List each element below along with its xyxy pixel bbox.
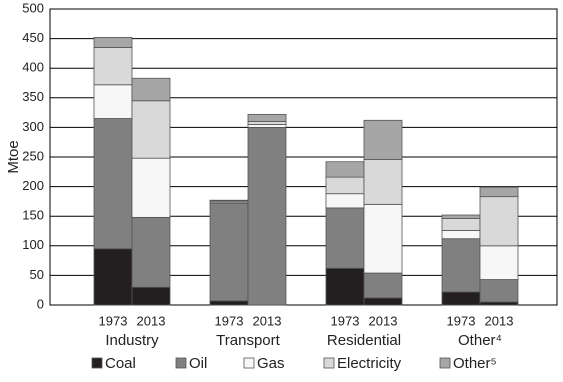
bar-segment: [131, 216, 171, 288]
group-label: Residential: [327, 332, 401, 349]
y-tick-label: 150: [22, 208, 44, 223]
y-axis-label: Mtoe: [5, 140, 22, 173]
bar-segment: [247, 121, 287, 125]
bar-segment: [479, 196, 519, 247]
group-label: Industry: [105, 332, 159, 349]
y-tick-label: 200: [22, 178, 44, 193]
bar-segment: [325, 193, 365, 209]
bar-segment: [441, 291, 481, 306]
x-tick-label: 2013: [253, 313, 282, 328]
legend-label: Oil: [189, 355, 207, 372]
bar-segment: [93, 37, 133, 48]
y-tick-label: 0: [37, 296, 44, 311]
bar-segment: [479, 301, 519, 306]
y-tick-label: 350: [22, 89, 44, 104]
y-tick-label: 250: [22, 148, 44, 163]
bar-segment: [479, 279, 519, 303]
bar-segment: [209, 300, 249, 306]
legend-label: Coal: [105, 355, 136, 372]
bar-segment: [247, 124, 287, 128]
bar-segment: [131, 157, 171, 218]
bar-segment: [93, 248, 133, 306]
bar-segment: [131, 286, 171, 306]
x-tick-label: 2013: [369, 313, 398, 328]
legend-label: Electricity: [337, 355, 402, 372]
bar-segment: [441, 214, 481, 219]
legend-swatch: [175, 357, 187, 369]
bar-segment: [363, 158, 403, 205]
bar-segment: [363, 297, 403, 306]
legend-swatch: [243, 357, 255, 369]
legend-label: Other⁵: [453, 355, 497, 372]
bar-segment: [441, 218, 481, 231]
bar-segment: [209, 202, 249, 302]
plot-frame: [49, 8, 558, 306]
bar-segment: [441, 230, 481, 240]
legend-swatch: [323, 357, 335, 369]
bar-segment: [131, 100, 171, 159]
legend-label: Gas: [257, 355, 285, 372]
x-tick-label: 1973: [99, 313, 128, 328]
bar-segment: [363, 119, 403, 160]
x-tick-label: 2013: [137, 313, 166, 328]
group-label: Transport: [216, 332, 280, 349]
bar-segment: [441, 238, 481, 293]
bar-segment: [209, 199, 249, 202]
bar-segment: [93, 47, 133, 86]
y-tick-label: 450: [22, 30, 44, 45]
bar-segment: [325, 267, 365, 306]
bar-segment: [479, 245, 519, 280]
y-tick-label: 300: [22, 119, 44, 134]
bar-segment: [93, 84, 133, 119]
bar-segment: [363, 203, 403, 274]
bar-segment: [325, 176, 365, 195]
x-tick-label: 1973: [215, 313, 244, 328]
y-tick-label: 100: [22, 237, 44, 252]
legend-swatch: [91, 357, 103, 369]
bar-segment: [247, 127, 287, 306]
bar-segment: [131, 77, 171, 102]
y-tick-label: 500: [22, 0, 44, 15]
bar-segment: [325, 207, 365, 269]
bar-segment: [479, 186, 519, 198]
group-label: Other⁴: [458, 332, 502, 349]
x-tick-label: 1973: [447, 313, 476, 328]
x-tick-label: 2013: [485, 313, 514, 328]
bar-segment: [93, 118, 133, 250]
y-tick-label: 400: [22, 60, 44, 75]
bar-segment: [325, 161, 365, 178]
bar-segment: [363, 272, 403, 299]
legend-swatch: [439, 357, 451, 369]
y-tick-label: 50: [30, 267, 44, 282]
x-tick-label: 1973: [331, 313, 360, 328]
bar-segment: [247, 113, 287, 122]
